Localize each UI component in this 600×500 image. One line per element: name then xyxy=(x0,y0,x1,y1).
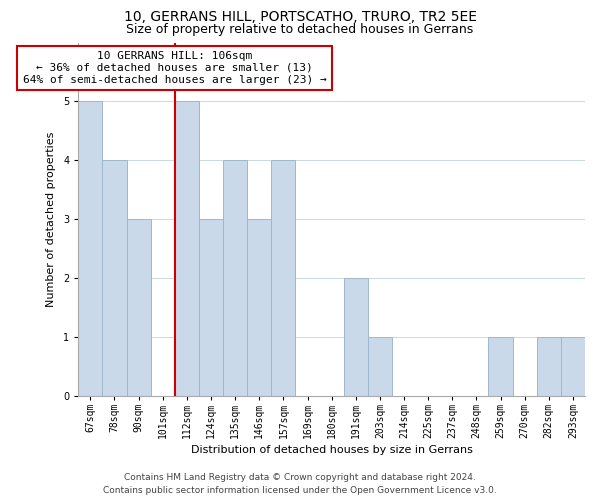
Y-axis label: Number of detached properties: Number of detached properties xyxy=(46,132,56,307)
Bar xyxy=(223,160,247,396)
Bar xyxy=(368,337,392,396)
Bar xyxy=(488,337,512,396)
Bar xyxy=(103,160,127,396)
X-axis label: Distribution of detached houses by size in Gerrans: Distribution of detached houses by size … xyxy=(191,445,473,455)
Bar xyxy=(127,219,151,396)
Text: Size of property relative to detached houses in Gerrans: Size of property relative to detached ho… xyxy=(127,22,473,36)
Bar xyxy=(537,337,561,396)
Bar xyxy=(247,219,271,396)
Bar xyxy=(79,102,103,396)
Bar xyxy=(561,337,585,396)
Text: Contains HM Land Registry data © Crown copyright and database right 2024.
Contai: Contains HM Land Registry data © Crown c… xyxy=(103,474,497,495)
Bar xyxy=(199,219,223,396)
Text: 10, GERRANS HILL, PORTSCATHO, TRURO, TR2 5EE: 10, GERRANS HILL, PORTSCATHO, TRURO, TR2… xyxy=(124,10,476,24)
Bar xyxy=(175,102,199,396)
Bar xyxy=(271,160,295,396)
Text: 10 GERRANS HILL: 106sqm
← 36% of detached houses are smaller (13)
64% of semi-de: 10 GERRANS HILL: 106sqm ← 36% of detache… xyxy=(23,52,326,84)
Bar xyxy=(344,278,368,396)
